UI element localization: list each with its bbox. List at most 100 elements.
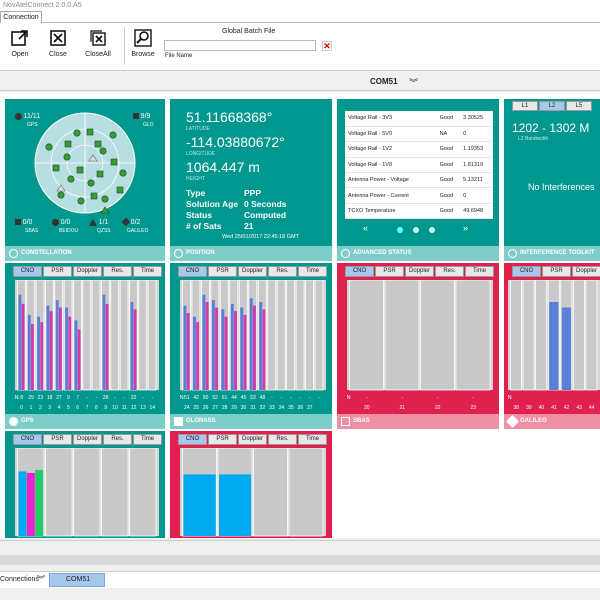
com-port-label[interactable]: COM51 bbox=[370, 77, 398, 86]
tab-connection[interactable]: Connection bbox=[0, 11, 42, 23]
page-dot[interactable] bbox=[413, 227, 419, 233]
sbas-panel[interactable]: CNO PSR Doppler Res. Time PRN Ch. - - - - 20 21… bbox=[337, 263, 499, 429]
chevron-down-icon[interactable]: ︾ bbox=[37, 575, 45, 584]
close-all-button[interactable]: CloseAll bbox=[80, 28, 116, 68]
cno-bar bbox=[249, 298, 253, 390]
ch-tick-label: 22 bbox=[435, 405, 441, 411]
galileo-cno-chart[interactable]: PRN Ch. 38 39 40 41 42 43 44 bbox=[508, 280, 600, 414]
beidou-cno-chart[interactable] bbox=[180, 448, 326, 538]
row-value: 3.30525 bbox=[460, 111, 493, 127]
sbas-square-icon bbox=[341, 417, 350, 426]
chevron-left-icon[interactable]: « bbox=[363, 223, 369, 233]
tab-cno[interactable]: CNO bbox=[13, 266, 42, 277]
tab-res[interactable]: Res. bbox=[103, 434, 132, 445]
tab-doppler[interactable]: Doppler bbox=[238, 266, 267, 277]
tab-doppler[interactable]: Doppler bbox=[73, 266, 102, 277]
tab-time[interactable]: Time bbox=[133, 434, 162, 445]
tab-doppler[interactable]: Doppler bbox=[405, 266, 434, 277]
tab-psr[interactable]: PSR bbox=[542, 266, 571, 277]
open-button[interactable]: Open bbox=[2, 28, 38, 68]
cno-bar bbox=[31, 324, 34, 390]
com-tab[interactable]: COM51 bbox=[49, 573, 105, 587]
channel-slot bbox=[219, 280, 229, 391]
interference-range: 1202 - 1302 M bbox=[512, 121, 590, 135]
gps-panel[interactable]: CNO PSR Doppler Res. Time PRNCh.82923182… bbox=[5, 263, 165, 429]
cno-bar bbox=[27, 314, 31, 390]
ch-tick-label: 20 bbox=[364, 405, 370, 411]
browse-button[interactable]: Browse bbox=[125, 28, 161, 68]
close-all-icon bbox=[90, 30, 106, 46]
page-dot-active[interactable] bbox=[397, 227, 403, 233]
cno-bar bbox=[49, 311, 53, 390]
tab-time[interactable]: Time bbox=[465, 266, 494, 277]
cno-bar bbox=[224, 316, 228, 390]
gps-cno-chart[interactable]: PRNCh.82923182797--28--22--0123456789101… bbox=[15, 280, 159, 414]
tab-psr[interactable]: PSR bbox=[208, 266, 237, 277]
tab-l2[interactable]: L2 bbox=[539, 101, 565, 111]
tab-doppler[interactable]: Doppler bbox=[572, 266, 600, 277]
chevron-down-icon[interactable]: ︾ bbox=[409, 78, 419, 88]
beidou-panel[interactable]: CNO PSR Doppler Res. Time bbox=[170, 431, 332, 538]
tab-res[interactable]: Res. bbox=[268, 266, 297, 277]
advanced-status-panel[interactable]: Voltage Rail - 3V3 Good 3.30525 Voltage Ra… bbox=[337, 99, 499, 261]
qzss-cno-chart[interactable] bbox=[15, 448, 159, 538]
tab-res[interactable]: Res. bbox=[103, 266, 132, 277]
solution-age-value: 0 Seconds bbox=[244, 199, 287, 209]
tab-l1[interactable]: L1 bbox=[512, 101, 538, 111]
cno-bar bbox=[205, 302, 209, 390]
advanced-status-footer[interactable]: ADVANCED STATUS bbox=[337, 246, 499, 261]
solution-age-label: Solution Age bbox=[186, 199, 239, 209]
galileo-footer-label: GALILEO bbox=[520, 418, 547, 424]
close-button[interactable]: Close bbox=[40, 28, 76, 68]
tab-psr[interactable]: PSR bbox=[43, 434, 72, 445]
tab-time[interactable]: Time bbox=[298, 266, 327, 277]
constellation-footer[interactable]: CONSTELLATION bbox=[5, 246, 165, 261]
interference-panel[interactable]: L1 L2 L5 1202 - 1302 M L2 Bandwidth No I… bbox=[504, 99, 600, 261]
tab-cno[interactable]: CNO bbox=[512, 266, 541, 277]
tab-res[interactable]: Res. bbox=[435, 266, 464, 277]
tab-l5[interactable]: L5 bbox=[566, 101, 592, 111]
tab-doppler[interactable]: Doppler bbox=[238, 434, 267, 445]
page-dot[interactable] bbox=[429, 227, 435, 233]
tab-cno[interactable]: CNO bbox=[178, 434, 207, 445]
galileo-footer[interactable]: GALILEO bbox=[504, 414, 600, 429]
tab-res[interactable]: Res. bbox=[268, 434, 297, 445]
horizontal-scrollbar[interactable] bbox=[0, 555, 600, 565]
sbas-footer[interactable]: SBAS bbox=[337, 414, 499, 429]
tab-cno[interactable]: CNO bbox=[13, 434, 42, 445]
prn-tick-label: 61 bbox=[222, 395, 228, 401]
channel-slot bbox=[420, 280, 455, 391]
cno-bar bbox=[186, 313, 190, 390]
connections-label[interactable]: Connections bbox=[0, 576, 39, 583]
position-panel[interactable]: 51.11668368° LATITUDE -114.03880672° LON… bbox=[170, 99, 332, 261]
ch-tick-label: 26 bbox=[203, 405, 209, 411]
qzss-panel[interactable]: CNO PSR Doppler Res. Time bbox=[5, 431, 165, 538]
tab-psr[interactable]: PSR bbox=[43, 266, 72, 277]
channel-slot bbox=[119, 280, 129, 391]
tab-cno[interactable]: CNO bbox=[345, 266, 374, 277]
chevron-right-icon[interactable]: » bbox=[463, 223, 469, 233]
constellation-panel[interactable]: 11/11 GPS 9/9 GLO bbox=[5, 99, 165, 261]
gps-footer[interactable]: GPS bbox=[5, 414, 165, 429]
tab-psr[interactable]: PSR bbox=[208, 434, 237, 445]
tab-cno[interactable]: CNO bbox=[178, 266, 207, 277]
galileo-panel[interactable]: CNO PSR Doppler PRN Ch. 38 39 40 41 42 43 44 GAL… bbox=[504, 263, 600, 429]
glonass-cno-chart[interactable]: PRNCh.514250526144455348------2425262728… bbox=[180, 280, 326, 414]
table-row: TCXO Temperature Good 49.6948 bbox=[345, 203, 493, 220]
latitude-value: 51.11668368° bbox=[186, 109, 273, 125]
glonass-footer[interactable]: GLONASS bbox=[170, 414, 332, 429]
row-value: 1.19353 bbox=[460, 141, 493, 158]
tab-time[interactable]: Time bbox=[133, 266, 162, 277]
glo-label: GLO bbox=[143, 122, 154, 128]
ch-tick-label: 3 bbox=[48, 405, 51, 411]
sky-plot[interactable] bbox=[33, 111, 137, 215]
interference-footer[interactable]: INTERFERENCE TOOLKIT bbox=[504, 246, 600, 261]
tab-psr[interactable]: PSR bbox=[375, 266, 404, 277]
sbas-cno-chart[interactable]: PRN Ch. - - - - 20 21 22 23 bbox=[347, 280, 493, 414]
clear-file-icon[interactable]: ✕ bbox=[322, 41, 332, 51]
tab-time[interactable]: Time bbox=[298, 434, 327, 445]
position-footer[interactable]: POSITION bbox=[170, 246, 332, 261]
tab-doppler[interactable]: Doppler bbox=[73, 434, 102, 445]
file-name-input[interactable] bbox=[164, 40, 316, 51]
